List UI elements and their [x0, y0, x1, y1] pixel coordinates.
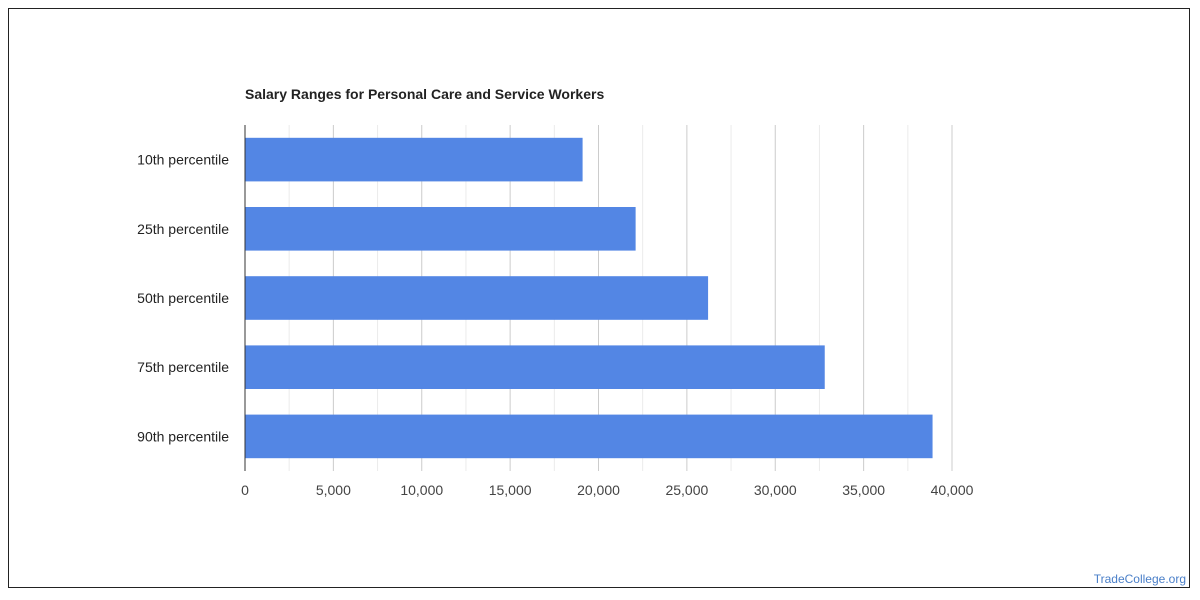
- bar-1: [245, 137, 583, 182]
- bars: [245, 137, 933, 459]
- watermark-text: TradeCollege.org: [1093, 572, 1186, 586]
- category-label: 10th percentile: [137, 152, 229, 168]
- bar-3: [245, 276, 709, 320]
- x-tick-label: 15,000: [489, 482, 532, 498]
- x-tick-label: 20,000: [577, 482, 620, 498]
- category-label: 90th percentile: [137, 428, 229, 444]
- chart-title: Salary Ranges for Personal Care and Serv…: [245, 86, 604, 102]
- bar-2: [245, 207, 636, 251]
- x-tick-label: 35,000: [842, 482, 885, 498]
- category-label: 75th percentile: [137, 359, 229, 375]
- category-label: 50th percentile: [137, 290, 229, 306]
- x-tick-label: 25,000: [665, 482, 708, 498]
- x-tick-label: 5,000: [316, 482, 351, 498]
- x-tick-label: 40,000: [931, 482, 974, 498]
- x-tick-label: 30,000: [754, 482, 797, 498]
- x-axis-tick-labels: 0 5,000 10,000 15,000 20,000 25,000 30,000 35,0…: [241, 482, 974, 498]
- x-tick-label: 0: [241, 482, 249, 498]
- bar-5: [245, 414, 933, 459]
- bar-4: [245, 345, 825, 389]
- category-label: 25th percentile: [137, 221, 229, 237]
- x-tick-label: 10,000: [400, 482, 443, 498]
- category-labels: 10th percentile 25th percentile 50th perce…: [137, 152, 229, 445]
